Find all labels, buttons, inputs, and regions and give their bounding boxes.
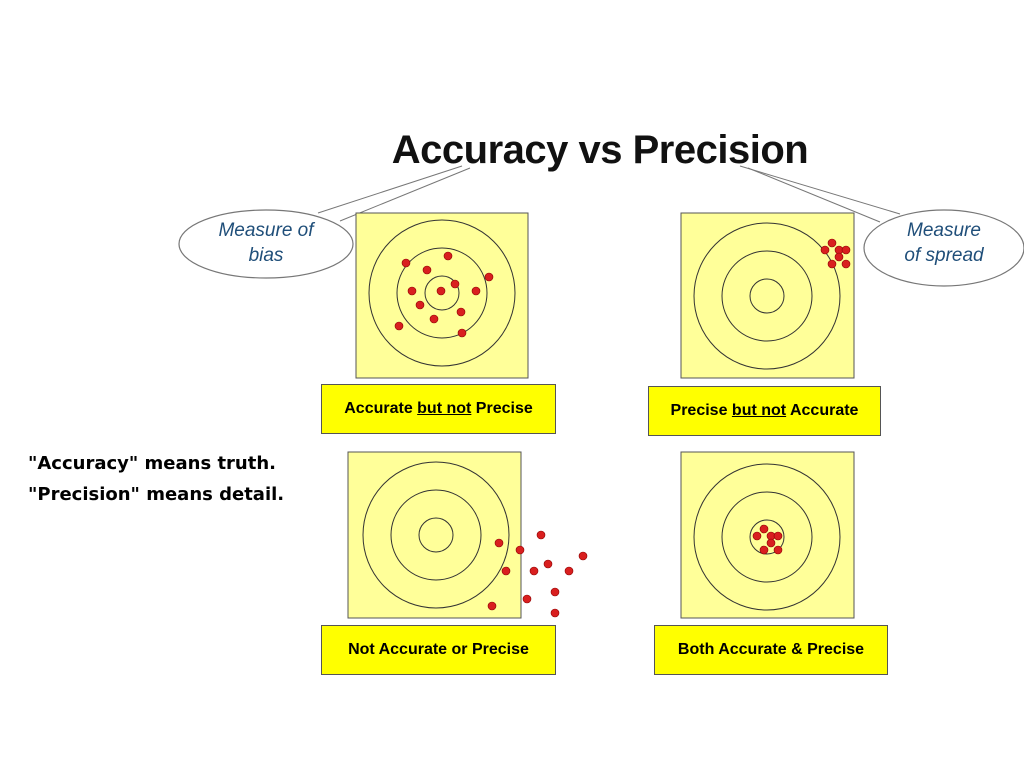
shot-group bbox=[487, 530, 588, 618]
caption-not-accurate-or-precise: Not Accurate or Precise bbox=[321, 625, 556, 675]
target-not-accurate-or-precise bbox=[347, 451, 588, 619]
callout-spread-line1: Measure bbox=[907, 220, 981, 241]
callout-bias-line2: bias bbox=[248, 245, 284, 266]
caption-underlined: but not bbox=[731, 402, 787, 419]
caption-accurate-not-precise: Accurate but not Precise bbox=[321, 384, 556, 434]
caption-accurate-and-precise: Both Accurate & Precise bbox=[654, 625, 888, 675]
shot-dot bbox=[501, 566, 511, 576]
shot-dot bbox=[827, 259, 837, 269]
target-accurate-not-precise bbox=[355, 212, 529, 379]
callout-bias-line1: Measure of bbox=[218, 220, 314, 241]
shot-group bbox=[752, 524, 783, 555]
shot-dot bbox=[456, 307, 466, 317]
shot-dot bbox=[550, 608, 560, 618]
target-ring-middle bbox=[390, 489, 482, 581]
shot-dot bbox=[494, 538, 504, 548]
shot-dot bbox=[522, 594, 532, 604]
callout-spread-bubble bbox=[863, 209, 1024, 287]
shot-dot bbox=[394, 321, 404, 331]
target-board bbox=[680, 212, 855, 379]
shot-dot bbox=[401, 258, 411, 268]
definition-accuracy: "Accuracy" means truth. bbox=[28, 453, 276, 474]
shot-dot bbox=[773, 531, 783, 541]
shot-dot bbox=[752, 531, 762, 541]
shot-dot bbox=[429, 314, 439, 324]
target-ring-inner bbox=[749, 519, 785, 555]
callout-spread-pointer bbox=[747, 167, 881, 223]
shot-dot bbox=[820, 245, 830, 255]
target-ring-outer bbox=[368, 219, 516, 367]
caption-part: Accurate bbox=[344, 400, 418, 417]
callout-bias-pointer bbox=[339, 167, 471, 222]
callout-spread-pointer bbox=[739, 165, 901, 215]
definition-note: "Accuracy" means truth. "Precision" mean… bbox=[28, 448, 284, 510]
shot-dot bbox=[827, 238, 837, 248]
shot-dot bbox=[841, 259, 851, 269]
shot-dot bbox=[407, 286, 417, 296]
definition-precision: "Precision" means detail. bbox=[28, 484, 285, 505]
shot-dot bbox=[766, 538, 776, 548]
shot-dot bbox=[450, 279, 460, 289]
shot-dot bbox=[415, 300, 425, 310]
callout-bias-text: Measure of bias bbox=[186, 218, 346, 268]
target-ring-outer bbox=[362, 461, 510, 609]
shot-dot bbox=[543, 559, 553, 569]
callout-bias bbox=[178, 165, 471, 279]
shot-dot bbox=[443, 251, 453, 261]
target-ring-outer bbox=[693, 222, 841, 370]
shot-dot bbox=[841, 245, 851, 255]
shot-dot bbox=[422, 265, 432, 275]
caption-part: Precise bbox=[670, 402, 732, 419]
callout-spread-line2: of spread bbox=[904, 245, 984, 266]
target-board bbox=[355, 212, 529, 379]
callout-bias-bubble bbox=[178, 209, 354, 279]
shot-dot bbox=[529, 566, 539, 576]
shot-dot bbox=[457, 328, 467, 338]
shot-dot bbox=[515, 545, 525, 555]
target-ring-middle bbox=[396, 247, 488, 339]
target-ring-outer bbox=[693, 463, 841, 611]
target-ring-inner bbox=[749, 278, 785, 314]
target-ring-inner bbox=[418, 517, 454, 553]
shot-dot bbox=[759, 524, 769, 534]
target-precise-not-accurate bbox=[680, 212, 855, 379]
caption-part: Precise bbox=[471, 400, 533, 417]
shot-dot bbox=[536, 530, 546, 540]
shot-dot bbox=[550, 587, 560, 597]
caption-precise-not-accurate: Precise but not Accurate bbox=[648, 386, 881, 436]
shot-group bbox=[820, 238, 851, 269]
target-ring-middle bbox=[721, 250, 813, 342]
shot-group bbox=[394, 251, 494, 338]
shot-dot bbox=[436, 286, 446, 296]
caption-text: Both Accurate & Precise bbox=[677, 641, 865, 658]
shot-dot bbox=[484, 272, 494, 282]
shot-dot bbox=[773, 545, 783, 555]
shot-dot bbox=[471, 286, 481, 296]
caption-text: Not Accurate or Precise bbox=[348, 641, 529, 658]
caption-underlined: but not bbox=[417, 400, 472, 417]
target-accurate-and-precise bbox=[680, 451, 855, 619]
shot-dot bbox=[564, 566, 574, 576]
callout-bias-pointer bbox=[317, 165, 463, 214]
callout-spread-text: Measure of spread bbox=[870, 218, 1018, 268]
shot-dot bbox=[759, 545, 769, 555]
callout-spread bbox=[739, 165, 1024, 287]
shot-dot bbox=[487, 601, 497, 611]
target-ring-middle bbox=[721, 491, 813, 583]
target-ring-inner bbox=[424, 275, 460, 311]
caption-part: Accurate bbox=[786, 402, 859, 419]
shot-dot bbox=[834, 252, 844, 262]
shot-dot bbox=[578, 551, 588, 561]
slide-title: Accuracy vs Precision bbox=[391, 128, 809, 172]
target-board bbox=[347, 451, 522, 619]
